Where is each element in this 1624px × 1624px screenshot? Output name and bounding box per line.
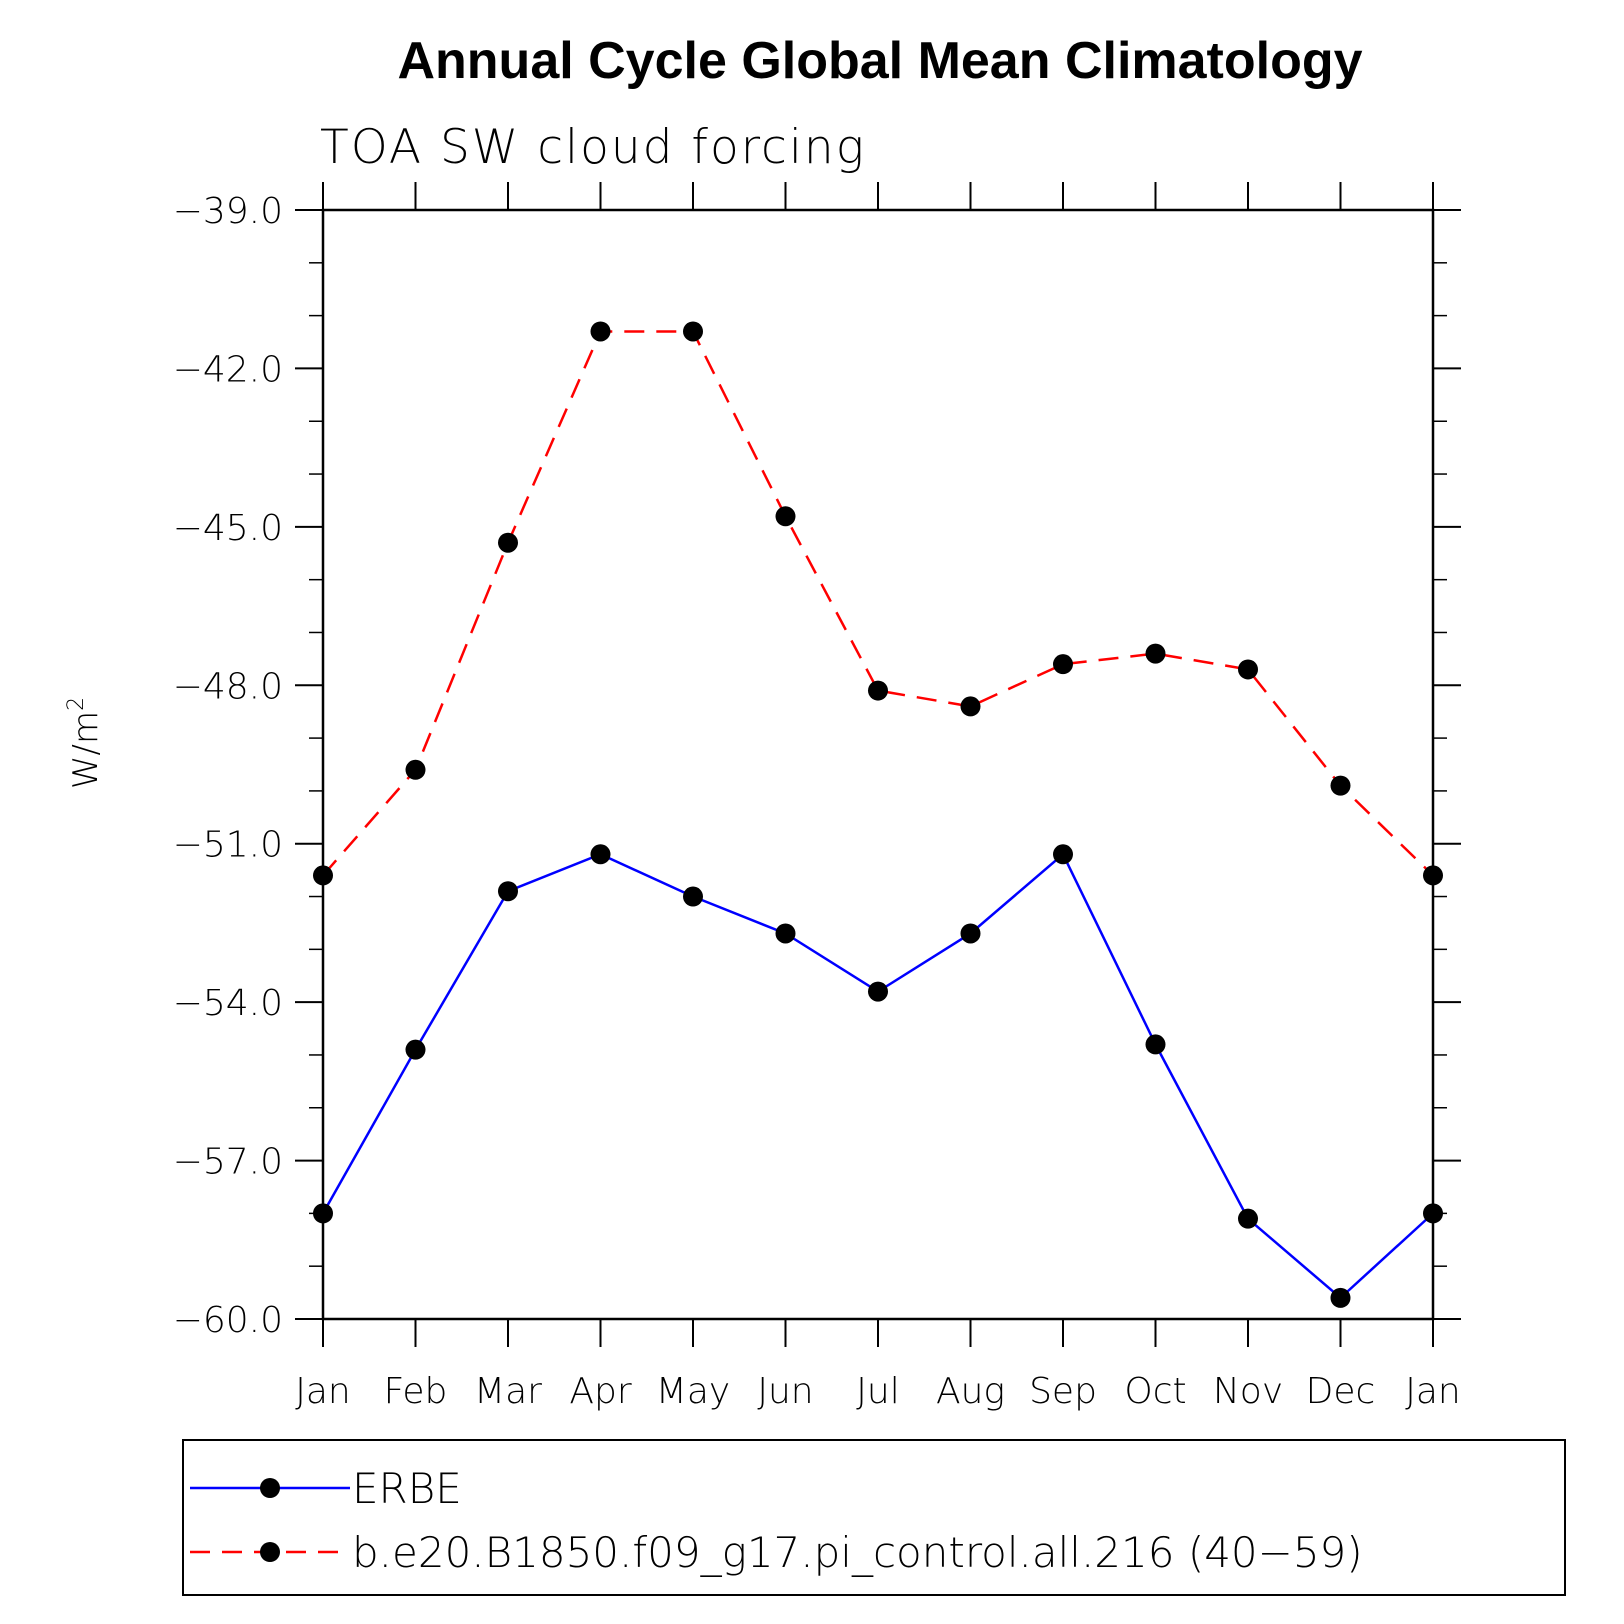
data-point <box>1238 659 1258 680</box>
y-tick-label: −51.0 <box>173 825 283 866</box>
x-tick-label: Jan <box>1405 1371 1461 1412</box>
y-axis-label-unit: W/m <box>66 711 106 789</box>
data-point <box>683 886 703 907</box>
x-tick-label: May <box>656 1371 730 1412</box>
x-tick-label: Mar <box>474 1371 542 1412</box>
y-axis-label-superscript: 2 <box>64 697 89 711</box>
y-tick-label: −57.0 <box>173 1142 283 1183</box>
legend-box <box>182 1439 1566 1596</box>
legend-label: b.e20.B1850.f09_g17.pi_control.all.216 (… <box>352 1528 1363 1577</box>
data-point <box>498 881 518 902</box>
y-tick-label: −45.0 <box>173 508 283 549</box>
axes: −39.0 −42.0 −45.0 −48.0 −51.0 −54.0 −57.0 −60.0… <box>173 182 1461 1412</box>
x-tick-label: Oct <box>1124 1371 1186 1412</box>
data-point <box>960 696 981 717</box>
series-1 <box>313 844 1443 1308</box>
x-tick-label: Apr <box>569 1371 631 1412</box>
data-point <box>405 1039 426 1060</box>
data-point <box>498 532 518 553</box>
data-point <box>313 1203 333 1224</box>
x-tick-label: Nov <box>1213 1371 1283 1412</box>
chart-subtitle: TOA SW cloud forcing <box>320 120 866 175</box>
x-tick-label: Jan <box>295 1371 351 1412</box>
legend-label: ERBE <box>352 1464 462 1513</box>
data-point <box>868 680 888 701</box>
y-tick-label: −42.0 <box>173 349 283 390</box>
data-point <box>1330 775 1351 796</box>
x-tick-label: Aug <box>936 1371 1005 1412</box>
y-tick-label: −54.0 <box>173 983 283 1024</box>
data-point <box>868 981 888 1002</box>
legend-items: ERBE b.e20.B1850.f09_g17.pi_control.all.2… <box>190 1464 1363 1577</box>
chart-title: Annual Cycle Global Mean Climatology <box>397 32 1362 90</box>
x-tick-label: Feb <box>384 1371 448 1412</box>
x-tick-label: Sep <box>1029 1371 1097 1412</box>
data-point <box>1053 654 1073 675</box>
data-point <box>1145 643 1166 664</box>
legend: ERBE b.e20.B1850.f09_g17.pi_control.all.2… <box>182 1439 1566 1596</box>
plot-frame <box>321 208 1435 1321</box>
y-tick-label: −48.0 <box>173 666 283 707</box>
data-point <box>590 844 611 865</box>
legend-marker <box>260 1542 280 1562</box>
legend-item: ERBE <box>190 1464 462 1513</box>
legend-item: b.e20.B1850.f09_g17.pi_control.all.216 (… <box>190 1528 1363 1577</box>
y-tick-label: −60.0 <box>173 1300 283 1341</box>
data-point <box>1423 865 1443 886</box>
y-axis-label: W/m2 <box>64 697 106 789</box>
data-point <box>775 923 796 944</box>
data-point <box>1330 1287 1351 1308</box>
y-tick-label: −39.0 <box>173 191 283 232</box>
data-point <box>590 321 611 342</box>
data-point <box>683 321 703 342</box>
data-point <box>1053 844 1073 865</box>
series-layer <box>313 321 1443 1308</box>
data-point <box>1423 1203 1443 1224</box>
data-point <box>405 759 426 780</box>
series-2 <box>313 321 1443 886</box>
data-point <box>960 923 981 944</box>
data-point <box>775 506 796 527</box>
x-tick-label: Jun <box>757 1371 813 1412</box>
series-line <box>321 852 1434 1300</box>
series-line <box>322 330 1434 877</box>
x-tick-label: Dec <box>1306 1371 1376 1412</box>
legend-marker <box>260 1478 280 1498</box>
data-point <box>1145 1034 1166 1055</box>
x-tick-label: Jul <box>856 1371 899 1412</box>
data-point <box>1238 1208 1258 1229</box>
data-point <box>313 865 333 886</box>
